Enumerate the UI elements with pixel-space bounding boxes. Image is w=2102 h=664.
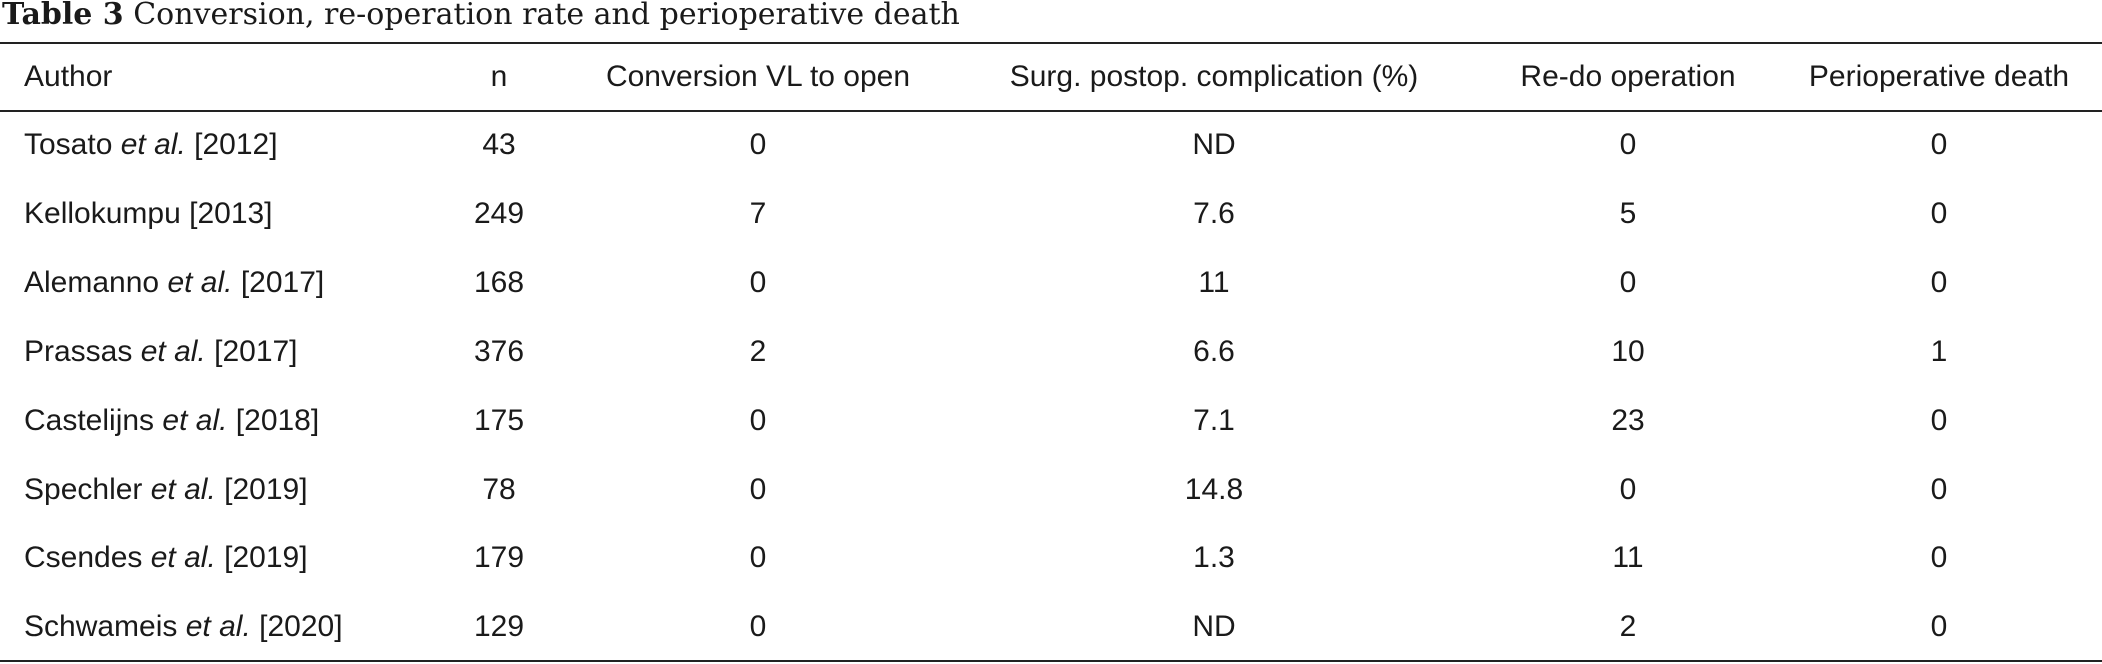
author-year: [2012] bbox=[194, 128, 278, 161]
table-header-rule bbox=[0, 110, 2102, 112]
death-cell: 0 bbox=[1930, 197, 1948, 231]
author-cell: Spechler et al. [2019] bbox=[0, 455, 430, 524]
conversion-cell: 2 bbox=[749, 334, 767, 368]
complication-cell: 14.8 bbox=[1184, 472, 1244, 506]
column-header-redo: Re-do operation bbox=[1520, 60, 1736, 93]
complication-cell: 6.6 bbox=[1193, 334, 1235, 368]
conversion-cell: 0 bbox=[749, 541, 767, 575]
author-name: Prassas bbox=[24, 334, 133, 368]
conversion-cell: 0 bbox=[749, 403, 767, 437]
complication-cell: 1.3 bbox=[1193, 541, 1235, 575]
table-row: Schwameis et al. [2020] 129 0 ND 2 0 bbox=[0, 593, 2102, 662]
author-name: Alemanno bbox=[24, 266, 160, 300]
data-table: Author n Conversion VL to open Surg. pos… bbox=[0, 44, 2102, 662]
author-name: Tosato bbox=[24, 128, 113, 161]
complication-cell: ND bbox=[1192, 128, 1236, 161]
author-name: Csendes bbox=[24, 541, 143, 575]
complication-cell: 11 bbox=[1198, 266, 1230, 300]
table-caption-label: Table 3 bbox=[2, 0, 124, 32]
author-etal: et al. bbox=[167, 266, 233, 300]
author-year: [2013] bbox=[189, 197, 273, 231]
death-cell: 0 bbox=[1930, 128, 1948, 161]
table-row: Alemanno et al. [2017] 168 0 11 0 0 bbox=[0, 249, 2102, 318]
conversion-cell: 0 bbox=[749, 128, 767, 161]
table-caption: Table 3 Conversion, re-operation rate an… bbox=[2, 0, 960, 34]
table-header-row: Author n Conversion VL to open Surg. pos… bbox=[0, 44, 2102, 110]
author-year: [2017] bbox=[214, 334, 298, 368]
author-cell: Schwameis et al. [2020] bbox=[0, 593, 430, 662]
column-header-conversion: Conversion VL to open bbox=[605, 60, 911, 93]
n-cell: 168 bbox=[473, 266, 525, 300]
complication-cell: 7.6 bbox=[1193, 197, 1235, 231]
author-name: Spechler bbox=[24, 472, 143, 506]
redo-cell: 2 bbox=[1619, 610, 1637, 644]
n-cell: 376 bbox=[473, 334, 525, 368]
table-row: Tosato et al. [2012] 43 0 ND 0 0 bbox=[0, 110, 2102, 180]
n-cell: 249 bbox=[473, 197, 525, 231]
redo-cell: 23 bbox=[1611, 403, 1645, 437]
author-etal: et al. bbox=[140, 334, 206, 368]
n-cell: 43 bbox=[482, 128, 516, 161]
table-caption-text: Conversion, re-operation rate and periop… bbox=[133, 0, 960, 32]
death-cell: 1 bbox=[1930, 334, 1948, 368]
n-cell: 78 bbox=[482, 472, 516, 506]
complication-cell: 7.1 bbox=[1193, 403, 1235, 437]
redo-cell: 0 bbox=[1619, 472, 1637, 506]
table-row: Spechler et al. [2019] 78 0 14.8 0 0 bbox=[0, 455, 2102, 524]
death-cell: 0 bbox=[1930, 403, 1948, 437]
redo-cell: 0 bbox=[1619, 266, 1637, 300]
redo-cell: 10 bbox=[1611, 334, 1645, 368]
author-etal: et al. bbox=[120, 128, 186, 161]
table-top-rule bbox=[0, 42, 2102, 44]
table-row: Castelijns et al. [2018] 175 0 7.1 23 0 bbox=[0, 386, 2102, 455]
death-cell: 0 bbox=[1930, 541, 1948, 575]
author-cell: Csendes et al. [2019] bbox=[0, 524, 430, 593]
author-name: Castelijns bbox=[24, 403, 155, 437]
author-year: [2019] bbox=[224, 472, 308, 506]
author-cell: Prassas et al. [2017] bbox=[0, 318, 430, 387]
death-cell: 0 bbox=[1930, 610, 1948, 644]
death-cell: 0 bbox=[1930, 266, 1948, 300]
author-etal: et al. bbox=[185, 610, 251, 644]
table-row: Csendes et al. [2019] 179 0 1.3 11 0 bbox=[0, 524, 2102, 593]
conversion-cell: 0 bbox=[749, 472, 767, 506]
author-year: [2017] bbox=[240, 266, 325, 300]
n-cell: 129 bbox=[473, 610, 525, 644]
author-cell: Tosato et al. [2012] bbox=[0, 110, 430, 180]
column-header-complication: Surg. postop. complication (%) bbox=[1009, 60, 1419, 93]
redo-cell: 5 bbox=[1619, 197, 1637, 231]
author-cell: Kellokumpu [2013] bbox=[0, 180, 430, 249]
conversion-cell: 7 bbox=[749, 197, 767, 231]
column-header-n: n bbox=[490, 60, 508, 93]
table-row: Prassas et al. [2017] 376 2 6.6 10 1 bbox=[0, 318, 2102, 387]
n-cell: 175 bbox=[473, 403, 525, 437]
author-name: Schwameis bbox=[24, 610, 178, 644]
author-year: [2019] bbox=[224, 541, 308, 575]
redo-cell: 0 bbox=[1619, 128, 1637, 161]
column-header-author: Author bbox=[24, 60, 113, 93]
author-etal: et al. bbox=[162, 403, 228, 437]
death-cell: 0 bbox=[1930, 472, 1948, 506]
author-name: Kellokumpu bbox=[24, 197, 181, 231]
table-row: Kellokumpu [2013] 249 7 7.6 5 0 bbox=[0, 180, 2102, 249]
column-header-death: Perioperative death bbox=[1808, 60, 2070, 93]
n-cell: 179 bbox=[473, 541, 525, 575]
author-etal: et al. bbox=[150, 541, 216, 575]
author-etal: et al. bbox=[150, 472, 216, 506]
table-bottom-rule bbox=[0, 660, 2102, 662]
author-year: [2020] bbox=[259, 610, 343, 644]
author-year: [2018] bbox=[235, 403, 320, 437]
author-cell: Alemanno et al. [2017] bbox=[0, 249, 430, 318]
redo-cell: 11 bbox=[1612, 541, 1644, 575]
conversion-cell: 0 bbox=[749, 266, 767, 300]
complication-cell: ND bbox=[1192, 610, 1236, 644]
conversion-cell: 0 bbox=[749, 610, 767, 644]
author-cell: Castelijns et al. [2018] bbox=[0, 386, 430, 455]
